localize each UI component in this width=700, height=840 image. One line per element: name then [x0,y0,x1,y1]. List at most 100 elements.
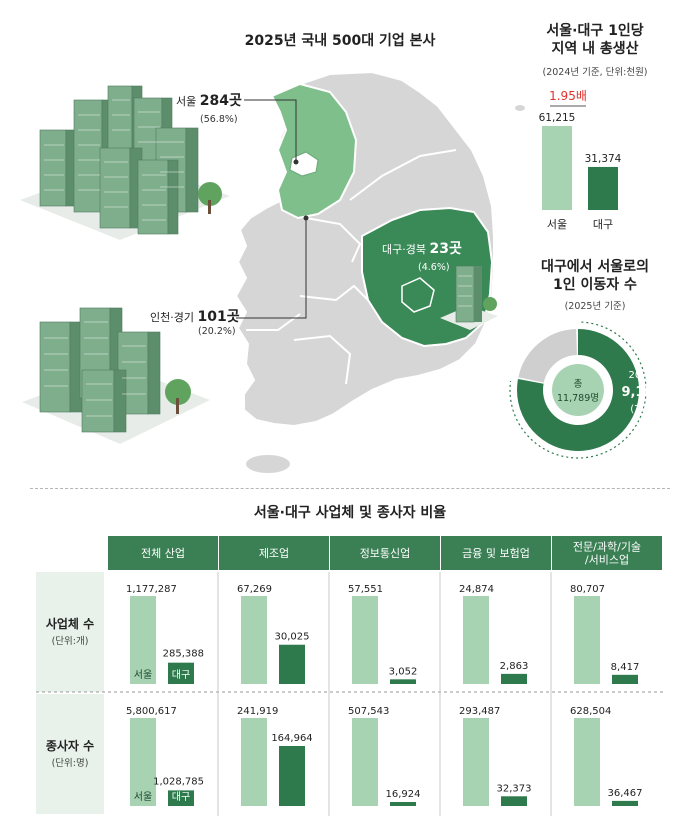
value-label-daegu: 16,924 [386,789,421,800]
value-label-seoul: 24,874 [459,584,494,595]
value-label-seoul: 5,800,617 [126,706,177,717]
gdp-note: (2024년 기준, 단위:천원) [542,67,648,78]
column-header-label: 전체 산업 [141,547,185,560]
gyeonggi-region-name: 인천·경기 [150,311,194,324]
gdp-category-label: 대구 [593,218,613,231]
map-seoul-region [289,151,319,177]
bar-seoul [130,596,156,684]
gdp-ratio-label: 1.95배 [549,89,587,103]
bar-daegu [612,800,638,806]
bar-seoul [352,718,378,806]
bar-seoul [130,718,156,806]
donut-highlight-value: 9,181명 [621,384,674,400]
value-label-daegu: 2,863 [500,661,529,672]
bar-seoul [352,596,378,684]
migration-note: (2025년 기준) [564,301,626,312]
migration-title-line2: 1인 이동자 수 [553,277,637,293]
value-label-daegu: 30,025 [275,632,310,643]
value-label-daegu: 164,964 [271,733,312,744]
gdp-bar-chart: 1.95배 61,215 서울 31,374 대구 [539,89,622,231]
migration-donut-chart: 총 11,789명 20~39세 9,181명 (77.9%) [509,321,675,459]
bar-daegu [501,796,527,806]
bar-daegu [279,644,305,684]
value-label-seoul: 293,487 [459,706,500,717]
seoul-pct: (56.8%) [200,114,238,125]
map-gyeonggi-region [270,82,358,220]
bar-seoul [463,596,489,684]
bar-seoul [574,596,600,684]
donut-slice-other [518,329,578,384]
legend-seoul: 서울 [134,669,152,681]
column-header-label: /서비스업 [585,554,629,567]
donut-center-label: 총 [574,379,583,390]
value-label-daegu: 36,467 [608,788,643,799]
row-unit: (단위:개) [52,635,89,647]
legend-daegu: 대구 [172,669,190,681]
column-header-bg [108,536,218,570]
bar-daegu [168,662,194,684]
donut-highlight-label: 20~39세 [628,369,671,381]
daegu-building-illustration [440,265,498,330]
row-label: 종사자 수 [46,738,94,753]
column-header-bg [330,536,440,570]
seoul-region-name: 서울 [176,95,197,108]
legend-seoul: 서울 [134,791,152,803]
donut-outer-arrow [509,321,647,459]
legend-daegu: 대구 [172,791,190,803]
seoul-buildings-illustration [20,85,230,240]
daegu-pct: (4.6%) [418,262,450,273]
daegu-region-name: 대구·경북 [382,243,426,256]
migration-title-line1: 대구에서 서울로의 [541,259,649,275]
donut-center-value: 11,789명 [557,393,599,404]
value-label-seoul: 628,504 [570,706,611,717]
column-header-bg [552,536,662,570]
gdp-bar-daegu [588,166,618,210]
value-label-daegu: 1,028,785 [153,776,204,787]
business-worker-table: 사업체 수 (단위:개) 종사자 수 (단위:명) 전체 산업 1,177,287 285,… [36,536,664,816]
korea-map [20,70,525,473]
seoul-count-label: 서울 284곳 [176,90,242,110]
bar-seoul [574,718,600,806]
gdp-title: 서울·대구 1인당 지역 내 총생산 [510,22,680,58]
gdp-title-line1: 서울·대구 1인당 [546,23,644,39]
column-header-label: 정보통신업 [360,547,411,560]
donut-center [552,364,604,416]
daegu-region-count: 23곳 [429,241,462,257]
section-divider [30,488,670,489]
daegu-count-label: 대구·경북 23곳 [382,238,462,258]
migration-title: 대구에서 서울로의 1인 이동자 수 [510,258,680,294]
seoul-region-count: 284곳 [199,93,242,109]
value-label-seoul: 507,543 [348,706,389,717]
column-header-bg [219,536,329,570]
bar-daegu [390,802,416,806]
gdp-bar-seoul [542,126,572,210]
value-label-seoul: 1,177,287 [126,584,177,595]
gyeonggi-buildings-illustration [22,307,210,444]
column-header-label: 제조업 [259,547,289,560]
bar-seoul [241,596,267,684]
donut-slice-20-39 [517,329,639,451]
gdp-value-label: 61,215 [539,112,576,124]
gyeonggi-pct: (20.2%) [198,326,236,337]
gdp-value-label: 31,374 [585,153,622,165]
bar-seoul [463,718,489,806]
column-header-bg [441,536,551,570]
bar-daegu [390,679,416,684]
row-header-bg [36,572,104,692]
row-unit: (단위:명) [52,757,89,769]
value-label-daegu: 32,373 [497,783,532,794]
row-header-bg [36,694,104,814]
bar-daegu [168,790,194,806]
value-label-seoul: 80,707 [570,584,605,595]
value-label-daegu: 285,388 [163,649,204,660]
value-label-daegu: 3,052 [389,666,418,677]
value-label-seoul: 241,919 [237,706,278,717]
bar-seoul [241,718,267,806]
value-label-seoul: 67,269 [237,584,272,595]
table-title: 서울·대구 사업체 및 종사자 비율 [253,505,447,521]
gdp-title-line2: 지역 내 총생산 [551,41,639,57]
gyeonggi-region-count: 101곳 [197,309,240,325]
column-header-label: 금융 및 보험업 [462,547,530,560]
map-title: 2025년 국내 500대 기업 본사 [244,33,436,49]
donut-highlight-pct: (77.9%) [630,404,670,415]
